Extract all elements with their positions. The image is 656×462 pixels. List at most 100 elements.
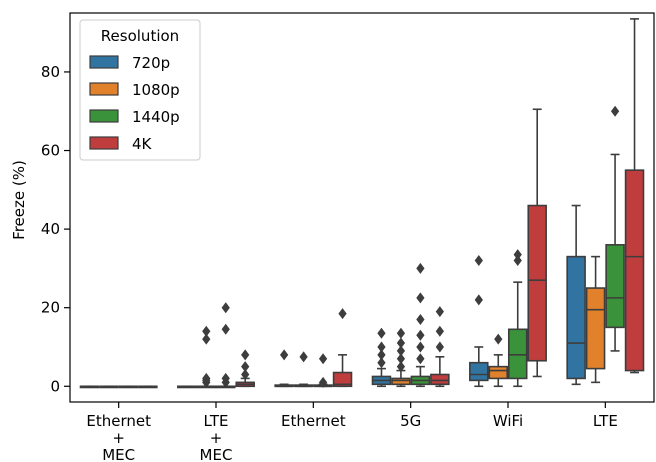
outlier-point — [299, 351, 308, 363]
box-1080p-3 — [391, 327, 411, 388]
outlier-point — [241, 368, 250, 380]
x-tick-label: LTE — [593, 412, 618, 430]
outlier-point — [202, 372, 211, 384]
box-720p-1 — [177, 385, 197, 389]
outlier-point — [318, 353, 328, 365]
box-4K-2 — [332, 308, 353, 388]
outlier-point — [610, 105, 620, 117]
outlier-point — [202, 325, 211, 337]
iqr-box — [469, 361, 489, 382]
outlier-point — [241, 361, 250, 373]
y-tick-label: 40 — [41, 220, 60, 238]
y-tick-label: 80 — [41, 63, 60, 81]
outlier-point — [416, 329, 425, 341]
box-1080p-2 — [293, 351, 314, 388]
x-tick-label: Ethernet — [281, 412, 346, 430]
outlier-point — [338, 308, 347, 320]
outlier-point — [396, 327, 406, 339]
iqr-box — [605, 244, 625, 329]
legend-title: Resolution — [101, 27, 179, 45]
legend-entry-720p: 720p — [89, 54, 170, 72]
y-tick-label: 0 — [50, 377, 60, 395]
box-series-layer — [79, 18, 645, 389]
x-tick-label: Ethernet + MEC — [86, 412, 151, 462]
y-tick-label: 20 — [41, 299, 60, 317]
box-1080p-1 — [196, 325, 217, 389]
x-tick-label: 5G — [400, 412, 421, 430]
iqr-box — [624, 169, 645, 372]
outlier-point — [416, 341, 425, 353]
outlier-point — [416, 313, 425, 325]
legend-swatch — [89, 109, 119, 123]
outlier-point — [474, 294, 483, 306]
iqr-box — [585, 287, 606, 370]
box-1440p-2 — [313, 353, 333, 388]
box-4K-1 — [235, 349, 255, 388]
outlier-point — [435, 325, 444, 337]
outlier-point — [396, 353, 406, 365]
iqr-box — [507, 328, 528, 380]
legend-swatch — [89, 136, 119, 150]
box-1080p-0 — [99, 385, 119, 389]
box-4K-4 — [527, 108, 547, 378]
legend-label: 1440p — [132, 108, 180, 126]
outlier-point — [494, 333, 503, 345]
axes-frame — [69, 12, 655, 403]
outlier-point — [416, 262, 425, 274]
outlier-point — [513, 249, 522, 261]
x-tick-label: LTE + MEC — [200, 412, 233, 462]
legend-entry-1440p: 1440p — [89, 108, 180, 126]
y-axis-title: Freeze (%) — [10, 160, 28, 240]
box-720p-3 — [371, 327, 392, 388]
outlier-point — [513, 255, 522, 267]
legend-swatch — [89, 82, 119, 96]
box-1440p-5 — [605, 105, 625, 352]
outlier-point — [435, 341, 444, 353]
box-1080p-5 — [585, 255, 606, 384]
outlier-point — [221, 302, 230, 314]
box-4K-5 — [624, 18, 645, 374]
box-4K-3 — [430, 306, 450, 388]
outlier-point — [377, 349, 386, 361]
legend-swatch — [89, 55, 119, 69]
axes: 0 20 40 60 80 Ethernet + MEC LTE + MEC Ethernet 5G Wi… — [41, 12, 655, 462]
iqr-box — [566, 255, 586, 380]
outlier-point — [241, 349, 250, 361]
outlier-point — [396, 337, 406, 349]
outlier-point — [377, 357, 386, 369]
legend-entry-4K: 4K — [89, 135, 153, 153]
box-1080p-4 — [488, 333, 509, 388]
outlier-point — [377, 327, 386, 339]
outlier-point — [474, 255, 483, 267]
box-1440p-0 — [118, 385, 139, 389]
box-4K-0 — [138, 385, 158, 389]
outlier-point — [416, 353, 425, 365]
iqr-box — [391, 377, 411, 386]
iqr-box — [488, 365, 509, 380]
y-tick-label: 60 — [41, 142, 60, 160]
outlier-point — [318, 376, 328, 388]
legend: Resolution 720p 1080p 1440p 4K — [79, 19, 201, 161]
box-1440p-4 — [507, 249, 528, 388]
iqr-box — [430, 373, 450, 386]
outlier-point — [202, 333, 211, 345]
outlier-point — [416, 292, 425, 304]
outlier-point — [396, 361, 406, 373]
outlier-point — [280, 349, 289, 361]
legend-box — [79, 19, 201, 161]
box-720p-0 — [79, 385, 100, 389]
iqr-box — [332, 371, 353, 388]
outlier-point — [221, 323, 230, 335]
box-720p-4 — [469, 255, 489, 388]
legend-label: 1080p — [132, 81, 180, 99]
legend-label: 4K — [132, 135, 153, 153]
box-1440p-3 — [410, 262, 431, 388]
box-720p-5 — [566, 204, 586, 386]
outlier-point — [221, 372, 230, 384]
legend-entry-1080p: 1080p — [89, 81, 180, 99]
iqr-box — [527, 204, 547, 362]
outlier-point — [377, 341, 386, 353]
outlier-point — [435, 306, 444, 318]
box-720p-2 — [274, 349, 294, 388]
